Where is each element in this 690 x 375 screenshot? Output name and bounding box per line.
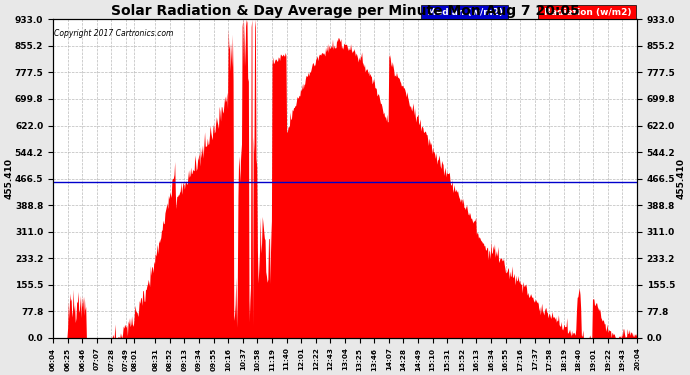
Text: Median (w/m2): Median (w/m2) — [424, 8, 506, 16]
Title: Solar Radiation & Day Average per Minute Mon Aug 7 20:05: Solar Radiation & Day Average per Minute… — [110, 4, 580, 18]
Y-axis label: 455.410: 455.410 — [4, 158, 13, 199]
Y-axis label: 455.410: 455.410 — [677, 158, 686, 199]
Text: Radiation (w/m2): Radiation (w/m2) — [540, 8, 634, 16]
Text: Copyright 2017 Cartronics.com: Copyright 2017 Cartronics.com — [55, 29, 174, 38]
